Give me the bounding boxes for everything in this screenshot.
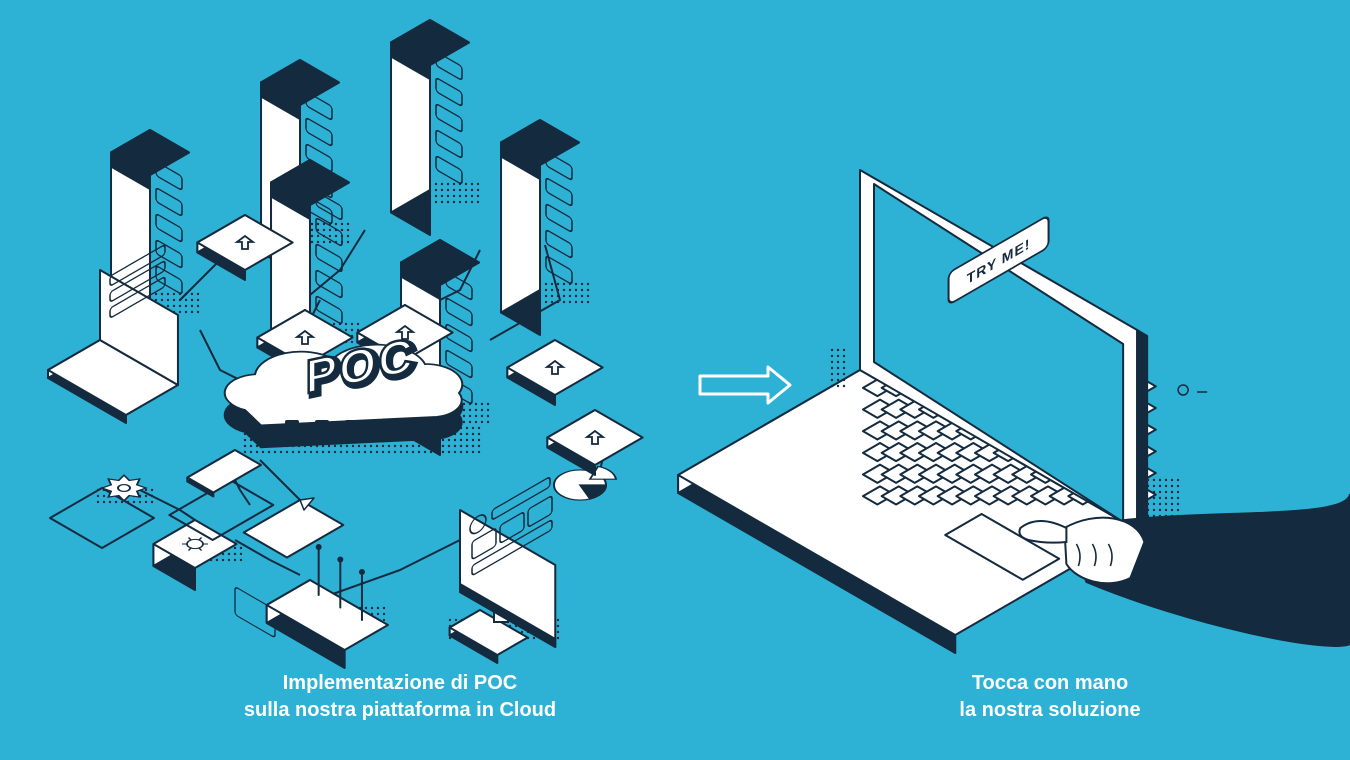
caption-right: Tocca con mano la nostra soluzione	[820, 670, 1280, 724]
router-icon	[267, 544, 388, 668]
monitor-icon	[449, 474, 559, 663]
gear-icon	[50, 475, 154, 548]
tryme-laptop: TRY ME!	[678, 170, 1350, 653]
caption-left: Implementazione di POC sulla nostra piat…	[150, 670, 650, 724]
network-tile	[507, 340, 602, 405]
network-tile	[547, 410, 642, 475]
server-tower	[501, 120, 589, 335]
pie-icon	[554, 466, 616, 500]
diagram-canvas: POCPOCTRY ME!	[0, 0, 1350, 760]
left-cluster: POCPOC	[48, 20, 643, 668]
server-tower	[391, 20, 479, 235]
document-icon	[244, 498, 344, 558]
